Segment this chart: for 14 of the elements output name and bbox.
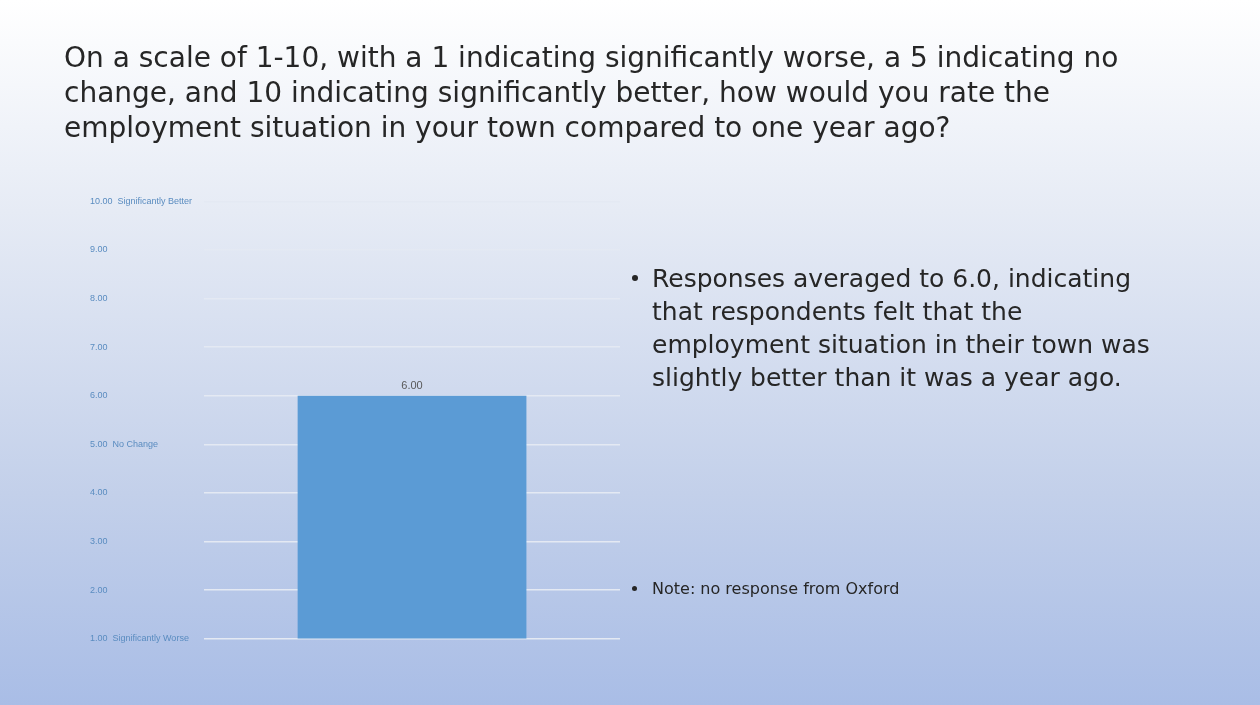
chart-title: On a scale of 1-10, with a 1 indicating significantly worse, a 5 indicating no change, and 10 indicating significantly better, how would you rate the employment situation in your town compared to one year ago? [64,40,1120,145]
y-tick-label: 8.00 [90,293,108,304]
y-tick-label: 3.00 [90,535,108,546]
text: Responses averaged to 6.0, indicating that respondents felt that the employment situation in their town was slightly better than it was a year ago. [652,264,1150,392]
y-tick-label: 4.00 [90,487,108,498]
y-tick-label: 7.00 [90,341,108,352]
y-tick-label: 10.00 Significantly Better [90,195,193,206]
data-label: 6.00 [401,379,423,392]
text: Note: no response from Oxford [652,579,900,598]
y-tick-label: 6.00 [90,390,108,401]
y-tick-label: 5.00 No Change [90,438,159,449]
y-tick-label: 9.00 [90,244,108,255]
y-tick-label: 2.00 [90,584,108,595]
y-tick-label: 1.00 Significantly Worse [90,633,189,644]
